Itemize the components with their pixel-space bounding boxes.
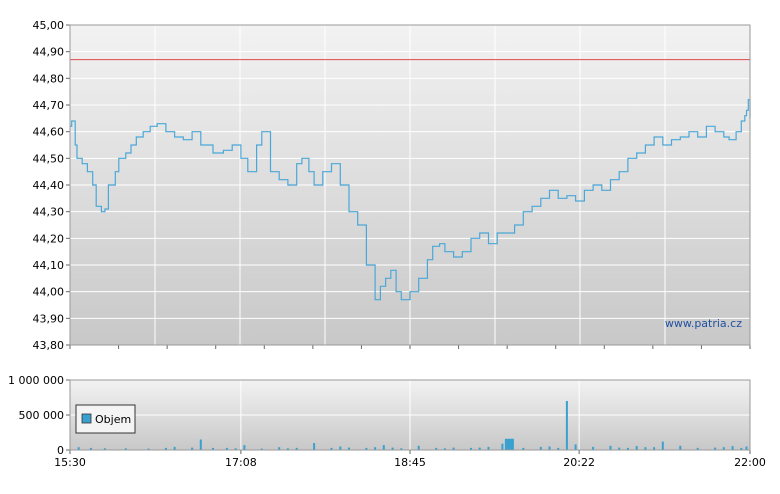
price-y-tick-label: 44,90 (33, 46, 65, 59)
volume-bar (592, 446, 595, 450)
volume-bar (626, 447, 629, 450)
volume-bar (234, 448, 237, 451)
volume-bar (339, 446, 342, 450)
volume-bar (635, 446, 638, 450)
volume-bar (365, 447, 368, 450)
price-line (70, 99, 751, 301)
volume-bar (77, 447, 80, 450)
price-panel: 43,80 43,90 44,00 44,10 44,20 44,30 44,40 44,50… (33, 19, 751, 352)
volume-bar (740, 447, 743, 450)
volume-bar (508, 438, 511, 450)
volume-y-tick-label: 0 (57, 444, 64, 457)
volume-bar (487, 446, 490, 450)
volume-bar (173, 446, 176, 450)
x-tick-label: 20:22 (563, 456, 595, 469)
volume-bar (348, 447, 350, 450)
price-y-tick-label: 43,90 (33, 312, 65, 325)
price-frame (69, 24, 751, 346)
volume-bar (470, 447, 472, 450)
volume-bar (644, 447, 647, 450)
volume-bar (89, 447, 92, 450)
volume-bar (510, 438, 513, 450)
volume-bar (243, 445, 246, 450)
watermark[interactable]: www.patria.cz (665, 317, 742, 330)
x-tick-label: 17:08 (225, 456, 257, 469)
volume-bar (295, 447, 298, 450)
volume-bar (504, 438, 507, 450)
volume-bar (164, 447, 167, 450)
price-y-tick-label: 44,80 (33, 72, 65, 85)
price-y-tick-label: 44,10 (33, 259, 65, 272)
price-y-tick-label: 44,60 (33, 126, 65, 139)
volume-bar (714, 447, 717, 450)
volume-bar (435, 447, 438, 450)
volume-bar (506, 438, 509, 450)
volume-bar (574, 444, 577, 450)
volume-bar (609, 445, 612, 450)
volume-bar (260, 448, 263, 450)
volume-bar (731, 446, 734, 450)
volume-bar (417, 445, 420, 450)
volume-bar (565, 401, 568, 450)
volume-bar (539, 446, 542, 450)
volume-bar (653, 447, 656, 450)
volume-bar (722, 447, 725, 450)
volume-y-tick-label: 500 000 (19, 409, 65, 422)
volume-bar (443, 448, 446, 451)
volume-panel: 0 500 000 1 000 000 15:30 17:08 18:45 20:22 22:… (8, 374, 766, 469)
volume-bar (511, 438, 514, 450)
x-tick-label: 18:45 (394, 456, 426, 469)
price-y-tick-label: 44,00 (33, 286, 65, 299)
volume-bar (225, 447, 228, 450)
legend-swatch (81, 413, 92, 424)
volume-bar (191, 447, 194, 450)
volume-legend: Objem (75, 404, 136, 434)
price-y-tick-label: 45,00 (33, 19, 65, 32)
legend-label: Objem (95, 413, 131, 426)
volume-bar (400, 448, 403, 451)
price-y-tick-label: 43,80 (33, 339, 65, 352)
volume-bar (391, 447, 394, 450)
volume-bar (212, 447, 214, 450)
volume-bar (522, 447, 525, 450)
volume-bar (557, 447, 560, 450)
price-y-tick-label: 44,30 (33, 206, 65, 219)
price-y-tick-label: 44,20 (33, 232, 65, 245)
volume-bar (278, 447, 281, 450)
volume-y-tick-label: 1 000 000 (8, 374, 64, 387)
volume-frame (69, 379, 751, 451)
volume-bar (330, 447, 333, 450)
volume-bar (313, 443, 316, 450)
volume-bar (478, 447, 481, 450)
volume-bar (147, 448, 150, 450)
volume-bar (374, 447, 377, 450)
volume-bar (696, 447, 699, 450)
volume-bar (618, 447, 621, 450)
volume-bar (452, 447, 455, 450)
volume-bar (548, 446, 551, 450)
volume-bar (199, 439, 202, 450)
volume-bar (286, 448, 289, 451)
price-y-tick-label: 44,50 (33, 152, 65, 165)
volume-bar (679, 445, 682, 450)
volume-bar (661, 441, 664, 450)
volume-bar (103, 448, 106, 451)
price-y-tick-label: 44,40 (33, 179, 65, 192)
price-y-tick-label: 44,70 (33, 99, 65, 112)
x-tick-label: 15:30 (54, 456, 86, 469)
volume-bar (382, 445, 385, 450)
volume-bar (501, 443, 504, 450)
volume-bar (124, 448, 127, 451)
x-tick-label: 22:00 (734, 456, 766, 469)
volume-bar (745, 446, 748, 450)
